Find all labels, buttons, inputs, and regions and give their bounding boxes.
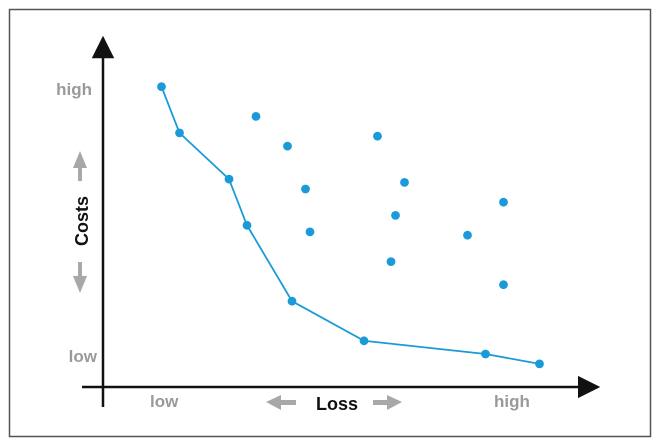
scatter-point bbox=[463, 230, 472, 240]
scatter-point bbox=[301, 184, 310, 194]
frontier-point bbox=[157, 82, 166, 92]
scatter-point bbox=[499, 280, 508, 290]
x-axis-low-label: low bbox=[150, 392, 179, 411]
frontier-point bbox=[359, 336, 369, 346]
frontier-point bbox=[175, 128, 184, 138]
y-axis-high-label: high bbox=[56, 80, 92, 99]
frontier-point bbox=[535, 359, 544, 369]
pareto-frontier-line bbox=[160, 86, 540, 365]
scatter-point bbox=[283, 141, 292, 151]
scatter-point bbox=[386, 257, 396, 266]
scatter-point bbox=[391, 211, 400, 220]
scatter-point bbox=[499, 197, 508, 207]
increase-cost-arrow-icon bbox=[73, 151, 87, 181]
y-axis-low-label: low bbox=[69, 347, 98, 366]
decrease-cost-arrow-icon bbox=[73, 262, 87, 293]
increase-loss-arrow-icon bbox=[373, 395, 402, 410]
scatter-point bbox=[373, 131, 382, 141]
other-points bbox=[251, 112, 508, 290]
chart-plot bbox=[157, 82, 544, 369]
scatter-point bbox=[305, 227, 315, 237]
frontier-point bbox=[224, 174, 234, 184]
x-axis-high-label: high bbox=[494, 392, 530, 411]
frontier-point bbox=[287, 296, 297, 306]
outer-border bbox=[8, 8, 652, 438]
scatter-point bbox=[251, 112, 261, 121]
frontier-point bbox=[242, 220, 252, 230]
frontier-points bbox=[157, 82, 544, 369]
decrease-loss-arrow-icon bbox=[266, 395, 296, 410]
x-axis-title: Loss bbox=[316, 394, 358, 414]
y-axis-title: Costs bbox=[72, 196, 92, 246]
scatter-point bbox=[400, 178, 409, 187]
frontier-point bbox=[481, 349, 490, 359]
